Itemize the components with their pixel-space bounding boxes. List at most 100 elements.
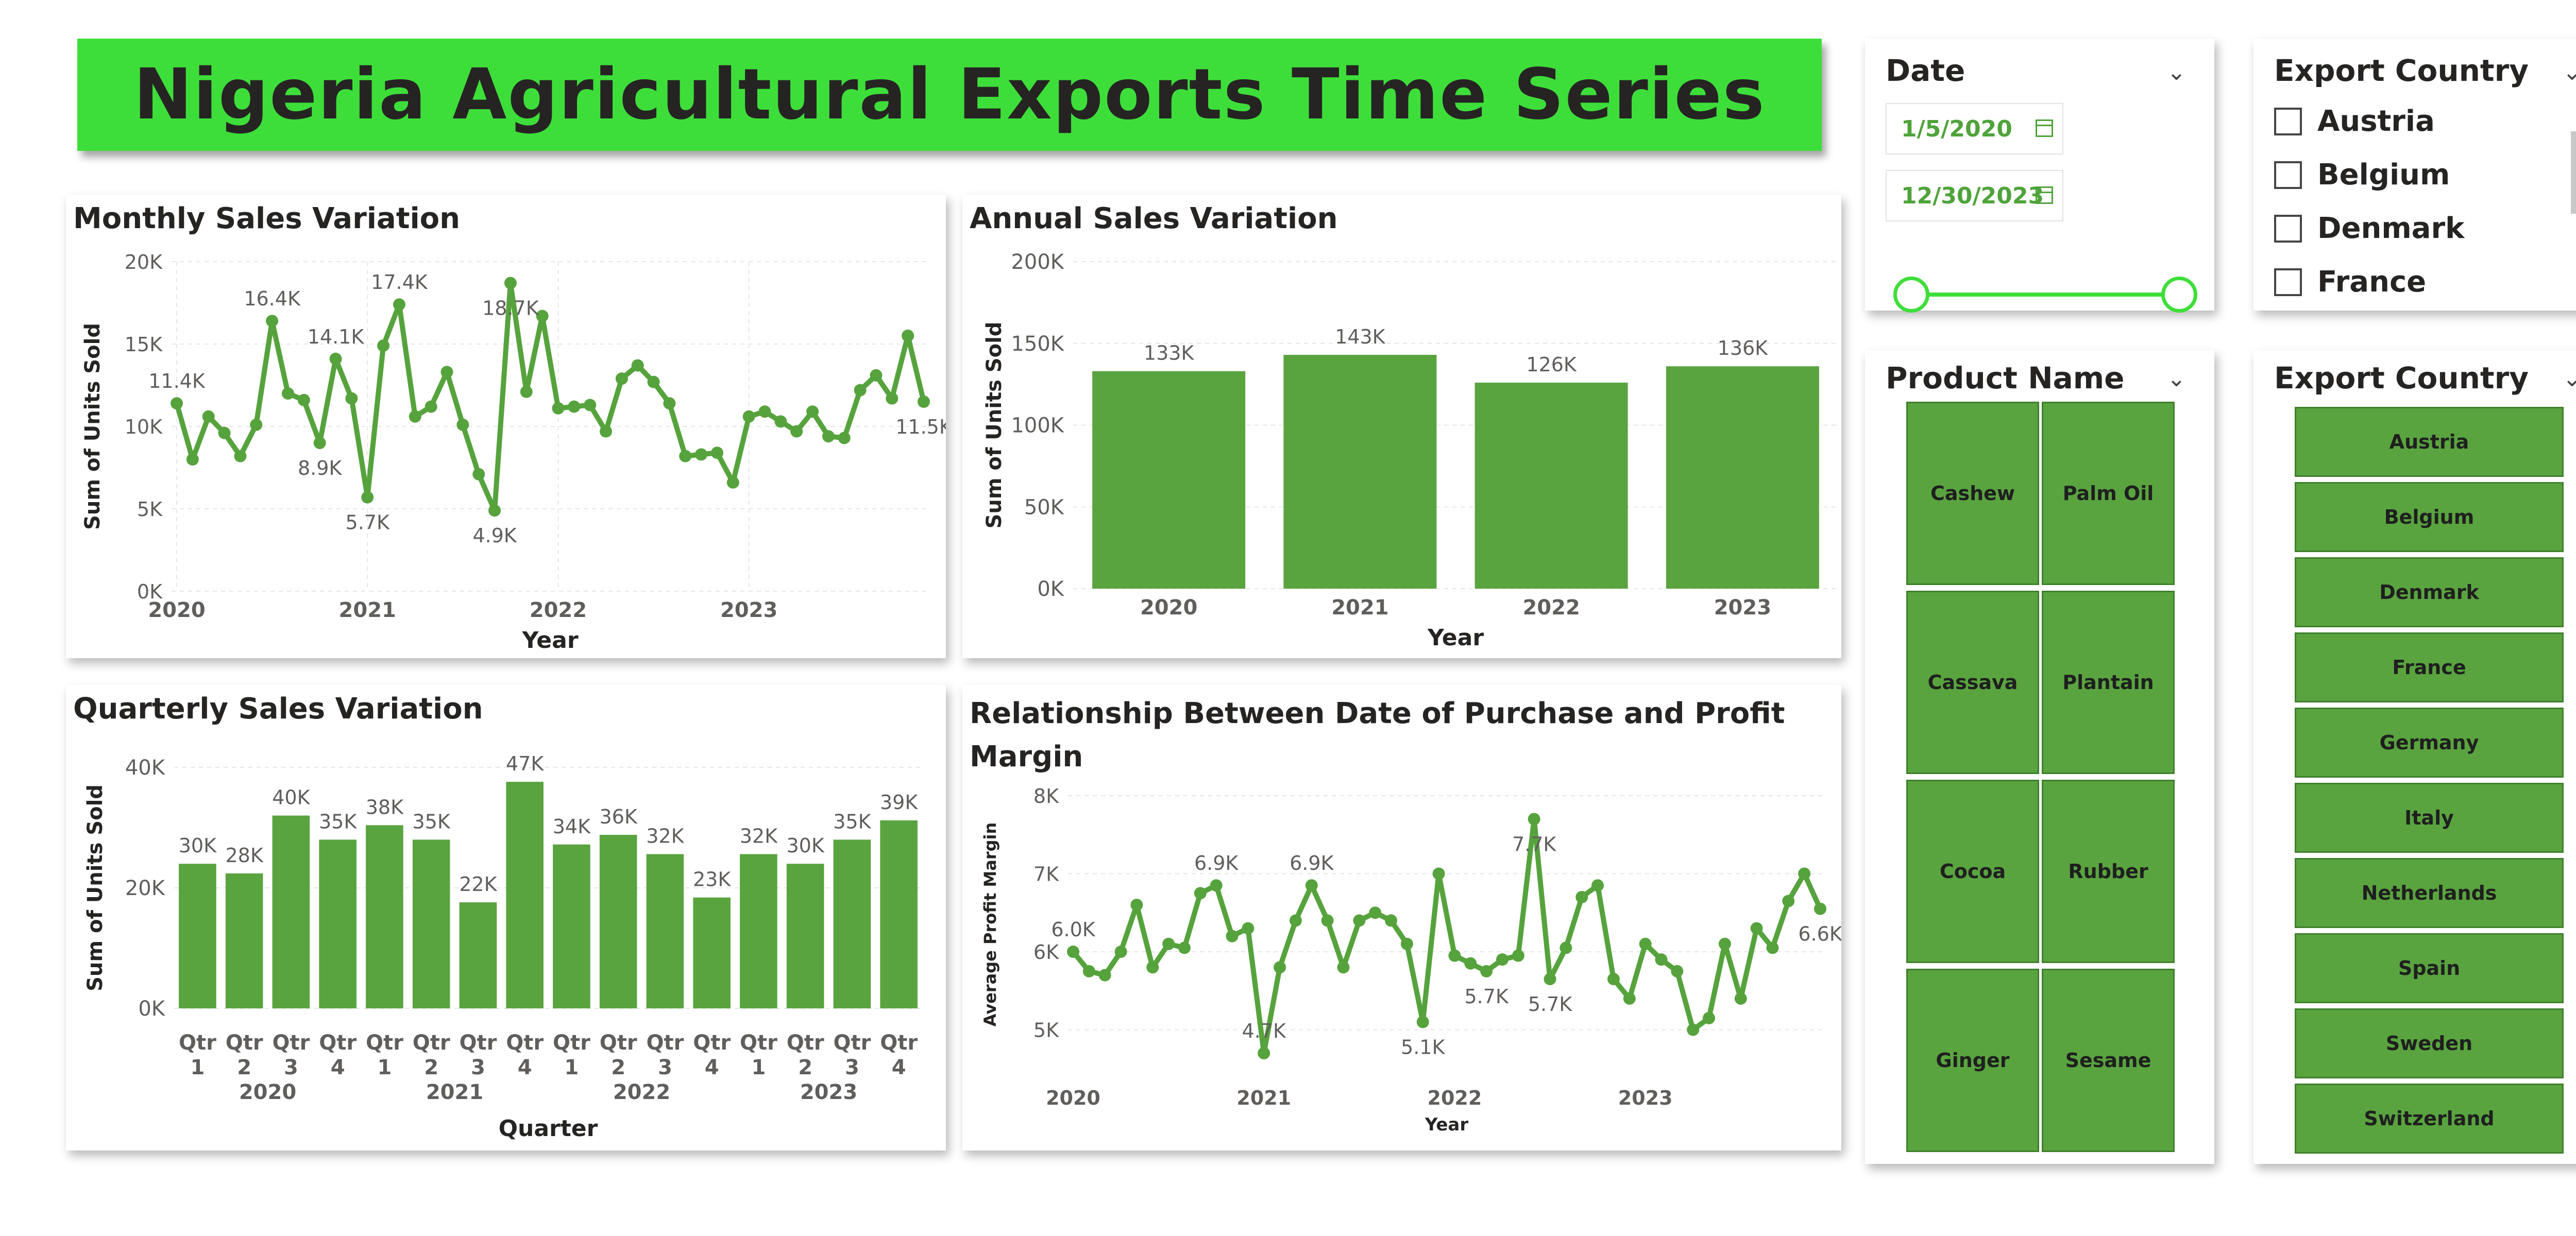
country-tile-switzerland[interactable]: Switzerland (2295, 1084, 2564, 1154)
country-tile-belgium[interactable]: Belgium (2295, 482, 2564, 552)
bar (599, 835, 637, 1008)
date-range-slider-track[interactable] (1911, 293, 2179, 297)
bar (179, 864, 216, 1008)
checkbox[interactable] (2274, 268, 2302, 296)
data-label: 6.9K (1290, 852, 1334, 874)
export-country-list-slicer[interactable]: Export Country ⌄ Austria Belgium Denmark… (2253, 39, 2576, 311)
bar (272, 815, 310, 1008)
country-option-denmark[interactable]: Denmark (2274, 212, 2464, 245)
x-tick-label: Qtr (179, 1031, 216, 1055)
x-tick-label: 4 (518, 1056, 532, 1079)
product-tile-cocoa[interactable]: Cocoa (1906, 780, 2039, 963)
data-point (790, 425, 803, 438)
data-label: 40K (272, 786, 310, 809)
country-option-label: Denmark (2317, 212, 2465, 245)
country-option-austria[interactable]: Austria (2274, 105, 2435, 138)
data-point (1607, 973, 1620, 986)
country-option-france[interactable]: France (2274, 265, 2426, 299)
data-point (695, 448, 708, 461)
y-tick-label: 0K (1037, 577, 1064, 601)
date-range-end-handle[interactable] (2161, 277, 2197, 313)
country-option-belgium[interactable]: Belgium (2274, 158, 2450, 192)
checkbox[interactable] (2274, 161, 2302, 189)
country-tile-netherlands[interactable]: Netherlands (2295, 858, 2564, 928)
country-tile-sweden[interactable]: Sweden (2295, 1008, 2564, 1078)
profit-margin-chart: 5K 6K 7K 8K Average Profit Margin 2020 2021 202… (980, 785, 1841, 1135)
data-point (218, 426, 231, 439)
data-point (1528, 813, 1540, 826)
monthly-sales-title: Monthly Sales Variation (73, 202, 460, 235)
data-point (1321, 914, 1334, 927)
data-point (1194, 887, 1207, 900)
product-tile-cassava[interactable]: Cassava (1906, 591, 2039, 774)
y-axis-title: Sum of Units Sold (81, 323, 105, 530)
profit-margin-card[interactable]: Relationship Between Date of Purchase an… (962, 685, 1841, 1151)
country-tile-italy[interactable]: Italy (2295, 783, 2564, 853)
data-point (822, 430, 835, 443)
checkbox[interactable] (2274, 107, 2302, 135)
product-tile-sesame[interactable]: Sesame (2042, 969, 2175, 1152)
data-point (250, 418, 263, 431)
y-tick-label: 200K (1011, 250, 1064, 274)
data-point (679, 450, 692, 462)
country-tile-france[interactable]: France (2295, 632, 2564, 702)
country-tile-denmark[interactable]: Denmark (2295, 557, 2564, 627)
chevron-down-icon[interactable]: ⌄ (2167, 366, 2186, 392)
bar (506, 782, 544, 1008)
country-tile-spain[interactable]: Spain (2295, 933, 2564, 1003)
data-label: 4.9K (472, 524, 517, 547)
country-tile-austria[interactable]: Austria (2295, 407, 2564, 477)
export-country-tile-slicer[interactable]: Export Country ⌄ Austria Belgium Denmark… (2253, 350, 2576, 1164)
chevron-down-icon[interactable]: ⌄ (2563, 59, 2576, 85)
checkbox[interactable] (2274, 214, 2302, 243)
product-tile-plantain[interactable]: Plantain (2042, 591, 2175, 774)
bar (319, 839, 357, 1008)
y-axis-title: Sum of Units Sold (982, 322, 1006, 529)
y-tick-label: 5K (137, 498, 163, 521)
data-point (1337, 961, 1350, 974)
calendar-icon[interactable] (2036, 186, 2053, 204)
end-date-value: 12/30/2023 (1901, 182, 2044, 209)
date-range-start-handle[interactable] (1893, 277, 1929, 313)
quarterly-sales-card[interactable]: Quarterly Sales Variation 0K 20K 40K Sum of… (66, 685, 946, 1151)
x-tick-label: Qtr (600, 1031, 637, 1055)
data-point (186, 453, 199, 466)
bar (1092, 371, 1246, 589)
x-tick-label: 2021 (339, 598, 396, 622)
x-axis-title: Year (1425, 1114, 1469, 1135)
start-date-input[interactable]: 1/5/2020 (1886, 103, 2063, 154)
x-tick-label: Qtr (226, 1031, 263, 1055)
annual-sales-card[interactable]: Annual Sales Variation 0K 50K 100K 150K 200K… (962, 195, 1841, 658)
data-point (297, 393, 310, 406)
chevron-down-icon[interactable]: ⌄ (2167, 59, 2186, 85)
product-tile-cashew[interactable]: Cashew (1906, 402, 2039, 585)
calendar-icon[interactable] (2036, 119, 2053, 137)
product-tile-rubber[interactable]: Rubber (2042, 780, 2175, 963)
x-tick-label: 1 (190, 1056, 205, 1079)
chevron-down-icon[interactable]: ⌄ (2563, 366, 2576, 392)
end-date-input[interactable]: 12/30/2023 (1886, 170, 2063, 221)
x-tick-label: 3 (658, 1056, 672, 1079)
x-tick-label: Qtr (272, 1031, 310, 1055)
x-tick-label: Qtr (553, 1031, 590, 1055)
y-tick-label: 0K (137, 580, 163, 603)
data-point (1750, 922, 1763, 935)
date-slicer[interactable]: Date ⌄ 1/5/2020 12/30/2023 (1865, 39, 2214, 313)
data-label: 35K (412, 810, 450, 833)
x-tick-label: 2 (611, 1056, 625, 1079)
country-tile-germany[interactable]: Germany (2295, 708, 2564, 778)
data-point (1162, 937, 1175, 950)
monthly-sales-card[interactable]: Monthly Sales Variation 0K 5K 10K 15K 20K Sum… (66, 195, 946, 658)
country-list-scrollbar[interactable] (2571, 131, 2576, 214)
product-tile-ginger[interactable]: Ginger (1906, 969, 2039, 1152)
data-point (1766, 941, 1779, 954)
product-tile-palm-oil[interactable]: Palm Oil (2042, 402, 2175, 585)
data-label: 133K (1144, 342, 1195, 365)
data-point (472, 468, 485, 480)
data-point (663, 397, 676, 410)
product-name-slicer[interactable]: Product Name ⌄ Cashew Palm Oil Cassava P… (1865, 350, 2214, 1164)
data-point (393, 298, 405, 311)
data-point (1575, 890, 1588, 903)
x-group-label: 2020 (239, 1080, 296, 1104)
x-tick-label: 2020 (148, 598, 205, 622)
